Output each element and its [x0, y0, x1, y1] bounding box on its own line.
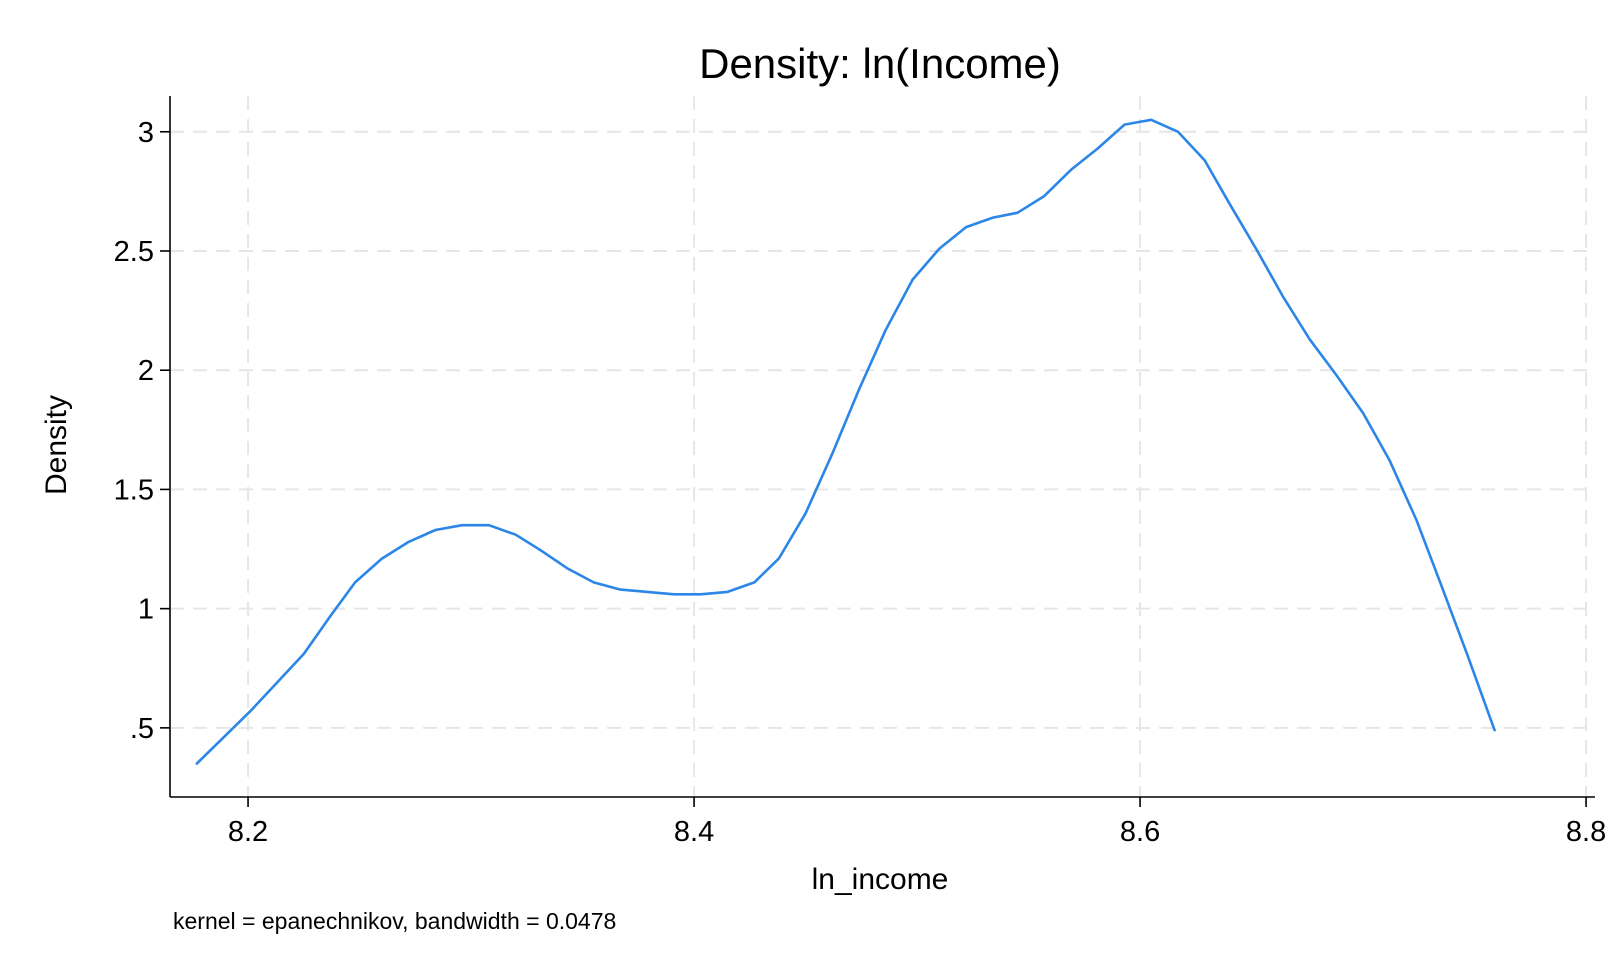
x-tick-label: 8.8 [1566, 816, 1606, 848]
y-axis-title: Density [40, 395, 73, 495]
chart-title: Density: ln(Income) [699, 40, 1061, 87]
x-tick-label: 8.6 [1120, 816, 1160, 848]
y-tick-label: 1.5 [114, 474, 154, 506]
y-tick-label: 2.5 [114, 236, 154, 268]
x-tick-label: 8.4 [674, 816, 714, 848]
y-ticks: .5 1 1.5 2 2.5 3 [114, 117, 170, 745]
chart-note: kernel = epanechnikov, bandwidth = 0.047… [173, 908, 616, 934]
y-tick-label: 3 [138, 117, 154, 149]
axes [169, 96, 1595, 798]
x-tick-label: 8.2 [228, 816, 268, 848]
density-line [195, 118, 1496, 765]
x-ticks: 8.2 8.4 8.6 8.8 [228, 797, 1606, 848]
x-axis-title: ln_income [812, 863, 949, 896]
series [195, 118, 1496, 765]
y-tick-label: 1 [138, 594, 154, 626]
y-tick-label: 2 [138, 355, 154, 387]
grid [170, 96, 1595, 797]
y-tick-label: .5 [130, 713, 154, 745]
